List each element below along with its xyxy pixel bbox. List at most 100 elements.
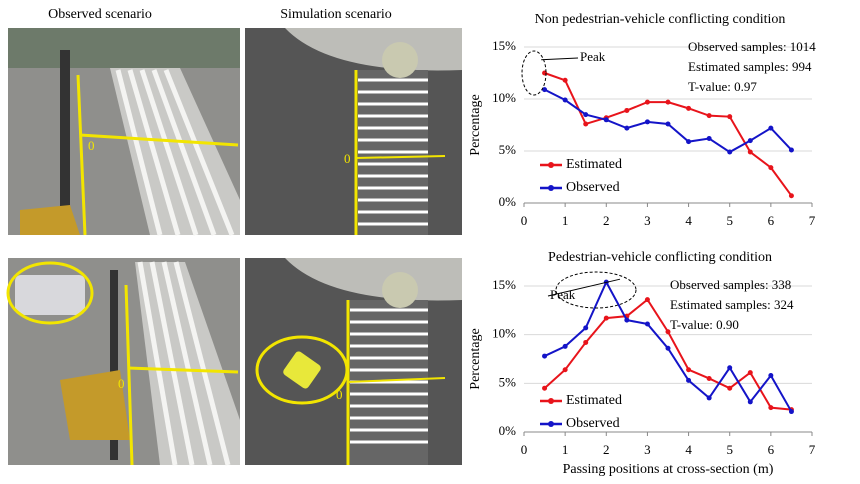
- x-tick-label: 5: [726, 213, 733, 228]
- x-tick-label: 7: [809, 442, 816, 457]
- data-point: [768, 405, 773, 410]
- data-point: [583, 121, 588, 126]
- x-tick-label: 6: [768, 442, 775, 457]
- simulation-view: 0: [245, 258, 462, 465]
- x-tick-label: 1: [562, 213, 569, 228]
- data-point: [542, 354, 547, 359]
- data-point: [789, 193, 794, 198]
- annotation: T-value: 0.97: [688, 79, 757, 94]
- data-point: [583, 112, 588, 117]
- legend-marker: [548, 398, 554, 404]
- data-point: [542, 386, 547, 391]
- origin-label: 0: [336, 387, 343, 402]
- annotation: T-value: 0.90: [670, 317, 739, 332]
- data-point: [666, 346, 671, 351]
- data-point: [624, 318, 629, 323]
- y-tick-label: 10%: [492, 326, 516, 341]
- data-point: [686, 378, 691, 383]
- y-tick-label: 15%: [492, 38, 516, 53]
- data-point: [748, 370, 753, 375]
- legend-label: Estimated: [566, 393, 622, 408]
- data-point: [624, 126, 629, 131]
- legend-label: Observed: [566, 416, 620, 431]
- data-point: [645, 321, 650, 326]
- data-point: [727, 114, 732, 119]
- x-tick-label: 3: [644, 442, 651, 457]
- data-point: [686, 367, 691, 372]
- data-point: [686, 139, 691, 144]
- data-point: [748, 150, 753, 155]
- legend-label: Observed: [566, 180, 620, 195]
- observed-photo: 0: [8, 28, 240, 235]
- data-point: [645, 100, 650, 105]
- x-tick-label: 6: [768, 213, 775, 228]
- data-point: [789, 147, 794, 152]
- data-point: [727, 150, 732, 155]
- legend-label: Estimated: [566, 157, 622, 172]
- data-point: [686, 106, 691, 111]
- data-point: [583, 325, 588, 330]
- x-tick-label: 7: [809, 213, 816, 228]
- data-point: [604, 316, 609, 321]
- data-point: [707, 395, 712, 400]
- chart-title: Non pedestrian-vehicle conflicting condi…: [535, 12, 786, 27]
- y-tick-label: 15%: [492, 277, 516, 292]
- y-axis-label: Percentage: [468, 94, 483, 155]
- data-point: [563, 98, 568, 103]
- peak-label: Peak: [550, 287, 576, 302]
- y-tick-label: 5%: [499, 374, 517, 389]
- annotation: Observed samples: 338: [670, 277, 791, 292]
- observed-photo: 0: [8, 258, 240, 465]
- data-point: [666, 121, 671, 126]
- origin-label: 0: [118, 376, 125, 391]
- simulation-view: 0: [245, 28, 462, 235]
- data-point: [748, 138, 753, 143]
- legend-marker: [548, 185, 554, 191]
- x-tick-label: 4: [685, 213, 692, 228]
- panel-title: Observed scenario: [48, 7, 152, 22]
- data-point: [768, 165, 773, 170]
- x-tick-label: 0: [521, 213, 528, 228]
- chart-title: Pedestrian-vehicle conflicting condition: [548, 250, 772, 265]
- peak-label: Peak: [580, 49, 606, 64]
- panel-title: Simulation scenario: [280, 7, 392, 22]
- data-point: [768, 126, 773, 131]
- data-point: [768, 373, 773, 378]
- y-axis-label: Percentage: [468, 328, 483, 389]
- data-point: [645, 297, 650, 302]
- x-axis-label: Passing positions at cross-section (m): [563, 462, 774, 477]
- x-tick-label: 0: [521, 442, 528, 457]
- data-point: [727, 386, 732, 391]
- data-point: [707, 136, 712, 141]
- annotation: Observed samples: 1014: [688, 39, 816, 54]
- data-point: [727, 365, 732, 370]
- peak-arrow: [541, 58, 578, 60]
- data-point: [624, 108, 629, 113]
- data-point: [748, 399, 753, 404]
- data-point: [666, 100, 671, 105]
- origin-label: 0: [344, 151, 351, 166]
- data-point: [789, 409, 794, 414]
- legend-marker: [548, 162, 554, 168]
- data-point: [645, 119, 650, 124]
- x-tick-label: 2: [603, 213, 610, 228]
- y-tick-label: 0%: [499, 423, 517, 438]
- x-tick-label: 2: [603, 442, 610, 457]
- legend-marker: [548, 421, 554, 427]
- y-tick-label: 0%: [499, 194, 517, 209]
- annotation: Estimated samples: 994: [688, 59, 812, 74]
- y-tick-label: 10%: [492, 90, 516, 105]
- data-point: [707, 113, 712, 118]
- y-tick-label: 5%: [499, 142, 517, 157]
- annotation: Estimated samples: 324: [670, 297, 794, 312]
- origin-label: 0: [88, 138, 95, 153]
- data-point: [563, 367, 568, 372]
- x-tick-label: 5: [726, 442, 733, 457]
- data-point: [707, 376, 712, 381]
- data-point: [563, 78, 568, 83]
- x-tick-label: 3: [644, 213, 651, 228]
- data-point: [583, 340, 588, 345]
- x-tick-label: 4: [685, 442, 692, 457]
- figure: Observed scenario Simulation scenario 0 …: [0, 0, 860, 484]
- data-point: [604, 117, 609, 122]
